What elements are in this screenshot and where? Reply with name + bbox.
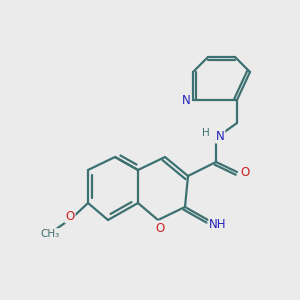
Text: N: N [216,130,224,142]
Text: H: H [202,128,210,138]
Text: O: O [155,221,165,235]
Text: O: O [240,166,250,178]
Text: CH₃: CH₃ [40,229,60,239]
Text: N: N [182,94,190,106]
Text: O: O [65,209,75,223]
Text: NH: NH [209,218,227,232]
